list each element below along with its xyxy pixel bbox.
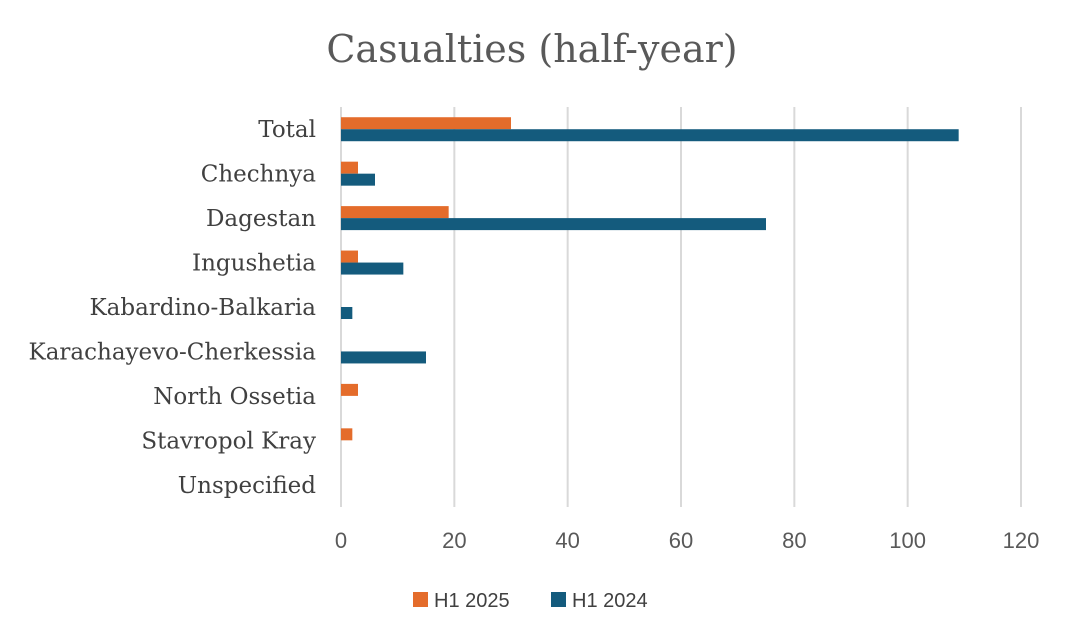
bar-h1-2025-ingushetia	[341, 250, 358, 263]
bar-h1-2024-ingushetia	[341, 262, 404, 275]
category-label: Dagestan	[206, 206, 316, 232]
category-label: Kabardino-Balkaria	[89, 295, 316, 321]
bar-h1-2025-stavropol-kray	[341, 428, 353, 441]
x-tick-label: 80	[782, 528, 806, 553]
bars	[341, 117, 959, 441]
bar-h1-2024-chechnya	[341, 173, 375, 186]
bar-h1-2024-total	[341, 129, 959, 142]
category-label: Unspecified	[178, 473, 317, 499]
x-tick-label: 0	[335, 528, 347, 553]
bar-h1-2025-chechnya	[341, 161, 358, 174]
bar-h1-2025-dagestan	[341, 206, 449, 219]
legend: H1 2025 H1 2024	[413, 590, 648, 612]
legend-swatch	[551, 592, 566, 607]
x-tick-label: 40	[555, 528, 579, 553]
category-label: Chechnya	[201, 162, 317, 188]
legend-label: H1 2025	[434, 590, 510, 612]
legend-swatch	[413, 592, 428, 607]
category-label: Ingushetia	[192, 251, 316, 277]
x-axis-tick-labels: 0 20 40 60 80 100 120	[335, 528, 1039, 553]
bar-h1-2025-total	[341, 117, 511, 130]
category-label: North Ossetia	[153, 384, 316, 410]
x-tick-label: 120	[1003, 528, 1040, 553]
category-label: Total	[258, 117, 316, 143]
x-tick-label: 60	[669, 528, 693, 553]
bar-h1-2024-karachayevo-cherkessia	[341, 351, 426, 364]
bar-h1-2025-north-ossetia	[341, 383, 358, 396]
x-tick-label: 100	[889, 528, 926, 553]
x-tick-label: 20	[442, 528, 466, 553]
category-label: Stavropol Kray	[141, 428, 316, 454]
category-labels: Total Chechnya Dagestan Ingushetia Kabardino…	[29, 117, 317, 499]
chart-title: Casualties (half-year)	[326, 27, 737, 71]
legend-label: H1 2024	[572, 590, 648, 612]
bar-h1-2024-dagestan	[341, 218, 766, 231]
gridlines	[340, 107, 1022, 507]
category-label: Karachayevo-Cherkessia	[29, 339, 317, 365]
bar-h1-2024-kabardino-balkaria	[341, 307, 353, 319]
